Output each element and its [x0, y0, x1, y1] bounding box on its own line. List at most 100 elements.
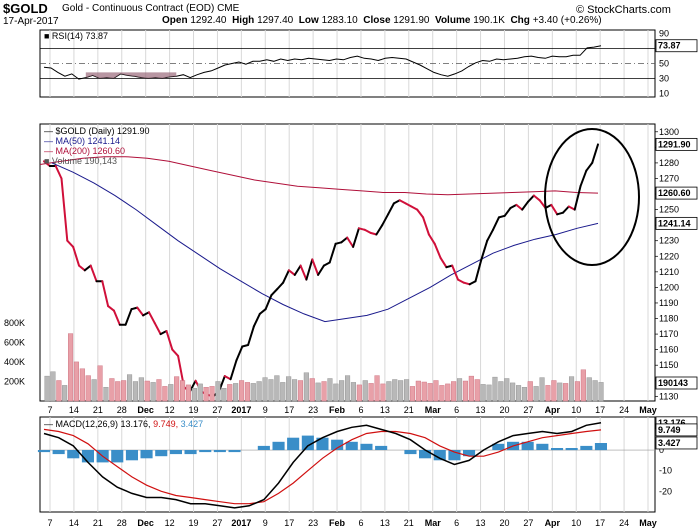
volume-bar	[380, 383, 386, 402]
volume-bar	[516, 385, 522, 402]
price-segment	[445, 264, 454, 269]
x-tick-label: 12	[165, 518, 175, 528]
x-tick-label: 20	[499, 405, 509, 415]
low-value: 1283.10	[321, 15, 358, 26]
macd-histogram-bar	[125, 450, 138, 461]
price-segment	[591, 143, 599, 164]
macd-histogram-bar	[433, 450, 446, 461]
macd-histogram-bar	[345, 441, 358, 451]
volume-bar	[569, 376, 575, 402]
volume-bar	[280, 382, 286, 402]
volume-bar	[480, 384, 486, 402]
x-tick-label: 13	[476, 405, 486, 415]
price-segment	[579, 169, 588, 188]
price-frame	[39, 123, 656, 402]
volume-bar	[404, 379, 410, 402]
price-segment	[515, 203, 524, 211]
volume-bar	[551, 380, 557, 402]
price-legend-entry: — $GOLD (Daily) 1291.90	[44, 126, 150, 136]
price-segment	[130, 306, 139, 311]
macd-frame	[39, 416, 656, 513]
price-segment	[299, 264, 308, 281]
volume-bar	[79, 368, 85, 402]
volume-bar	[73, 361, 79, 402]
price-segment	[381, 213, 390, 227]
volume-bar	[126, 374, 133, 402]
x-tick-label: 17	[284, 405, 294, 415]
volume-bar	[427, 383, 433, 402]
x-tick-label: 10	[571, 518, 581, 528]
volume-bar	[138, 377, 144, 402]
quote-date: 17-Apr-2017	[3, 16, 59, 27]
macd-tick-label: 0	[659, 445, 664, 455]
macd-hist-last-value-box	[655, 436, 698, 450]
volume-bar	[256, 381, 262, 402]
volume-bar	[297, 380, 304, 402]
volume-bar	[339, 380, 345, 402]
volume-bar	[238, 380, 245, 402]
volume-bar	[545, 385, 551, 402]
x-tick-label: 28	[117, 405, 127, 415]
volume-bar	[539, 377, 545, 402]
volume-bar	[362, 380, 368, 402]
x-tick-label: Apr	[545, 405, 561, 415]
volume-bar	[374, 375, 380, 402]
macd-histogram-bar	[448, 450, 461, 461]
volume-bar	[345, 375, 351, 402]
price-segment	[293, 264, 302, 276]
price-tick-label: 1150	[659, 360, 678, 370]
open-value: 1292.40	[190, 15, 227, 26]
x-tick-label: Mar	[425, 405, 442, 415]
price-segment	[416, 208, 425, 219]
price-segment	[404, 202, 413, 208]
price-segment	[153, 322, 162, 336]
volume-bar	[250, 383, 256, 402]
rsi-legend: ■ RSI(14) 73.87	[44, 31, 108, 41]
volume-value: 190.1K	[473, 15, 505, 26]
macd-tick-label: -20	[659, 486, 672, 496]
volume-bar	[303, 372, 309, 402]
price-segment	[66, 239, 75, 248]
price-segment	[322, 261, 331, 267]
annotation-ellipse	[544, 128, 640, 266]
price-segment	[398, 199, 407, 205]
x-tick-label: 13	[380, 518, 390, 528]
volume-bar	[398, 380, 404, 402]
volume-bar	[150, 382, 156, 402]
volume-bar	[592, 380, 598, 402]
macd-histogram-bar	[199, 450, 212, 453]
chg-label: Chg	[510, 15, 530, 26]
volume-bar	[445, 383, 451, 402]
price-segment	[83, 264, 92, 272]
price-segment	[124, 308, 133, 326]
volume-bar	[162, 386, 168, 402]
volume-bar	[309, 378, 315, 402]
price-segment	[252, 312, 261, 328]
rsi-line	[43, 45, 602, 80]
volume-bar	[209, 386, 215, 402]
macd-hist-last-value: 3.427	[658, 438, 681, 448]
volume-bar	[244, 382, 251, 402]
volume-bar	[321, 381, 327, 402]
price-legend-entry: ■ Volume 190,143	[44, 156, 117, 166]
price-tick-label: 1130	[659, 391, 678, 401]
price-segment	[270, 288, 279, 297]
volume-tick-label: 600K	[4, 337, 25, 347]
volume-bar	[392, 379, 398, 402]
price-tick-label: 1230	[659, 236, 679, 246]
rsi-tick-label: 10	[659, 88, 669, 98]
security-description: Gold - Continuous Contract (EOD) CME	[62, 3, 239, 14]
x-tick-label: 21	[93, 405, 103, 415]
x-tick-label: 17	[284, 518, 294, 528]
price-tick-label: 1280	[659, 158, 679, 168]
highlight-ellipse	[544, 128, 640, 266]
macd-signal-last-value: 9.749	[658, 425, 681, 435]
macd-legend: — MACD(12,26,9) 13.176, 9.749, 3.427	[44, 419, 203, 429]
price-segment	[532, 194, 541, 202]
x-tick-label: Feb	[329, 518, 346, 528]
volume-bar	[563, 383, 569, 402]
volume-bar	[439, 385, 445, 402]
volume-bar	[109, 378, 115, 402]
